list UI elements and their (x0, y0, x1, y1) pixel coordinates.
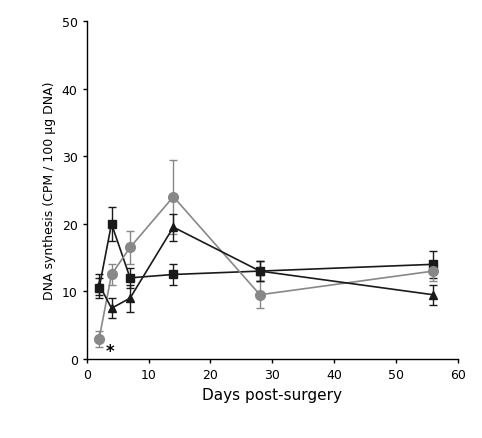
Y-axis label: DNA synthesis (CPM / 100 μg DNA): DNA synthesis (CPM / 100 μg DNA) (43, 81, 56, 300)
X-axis label: Days post-surgery: Days post-surgery (202, 387, 342, 402)
Text: *: * (106, 342, 115, 360)
